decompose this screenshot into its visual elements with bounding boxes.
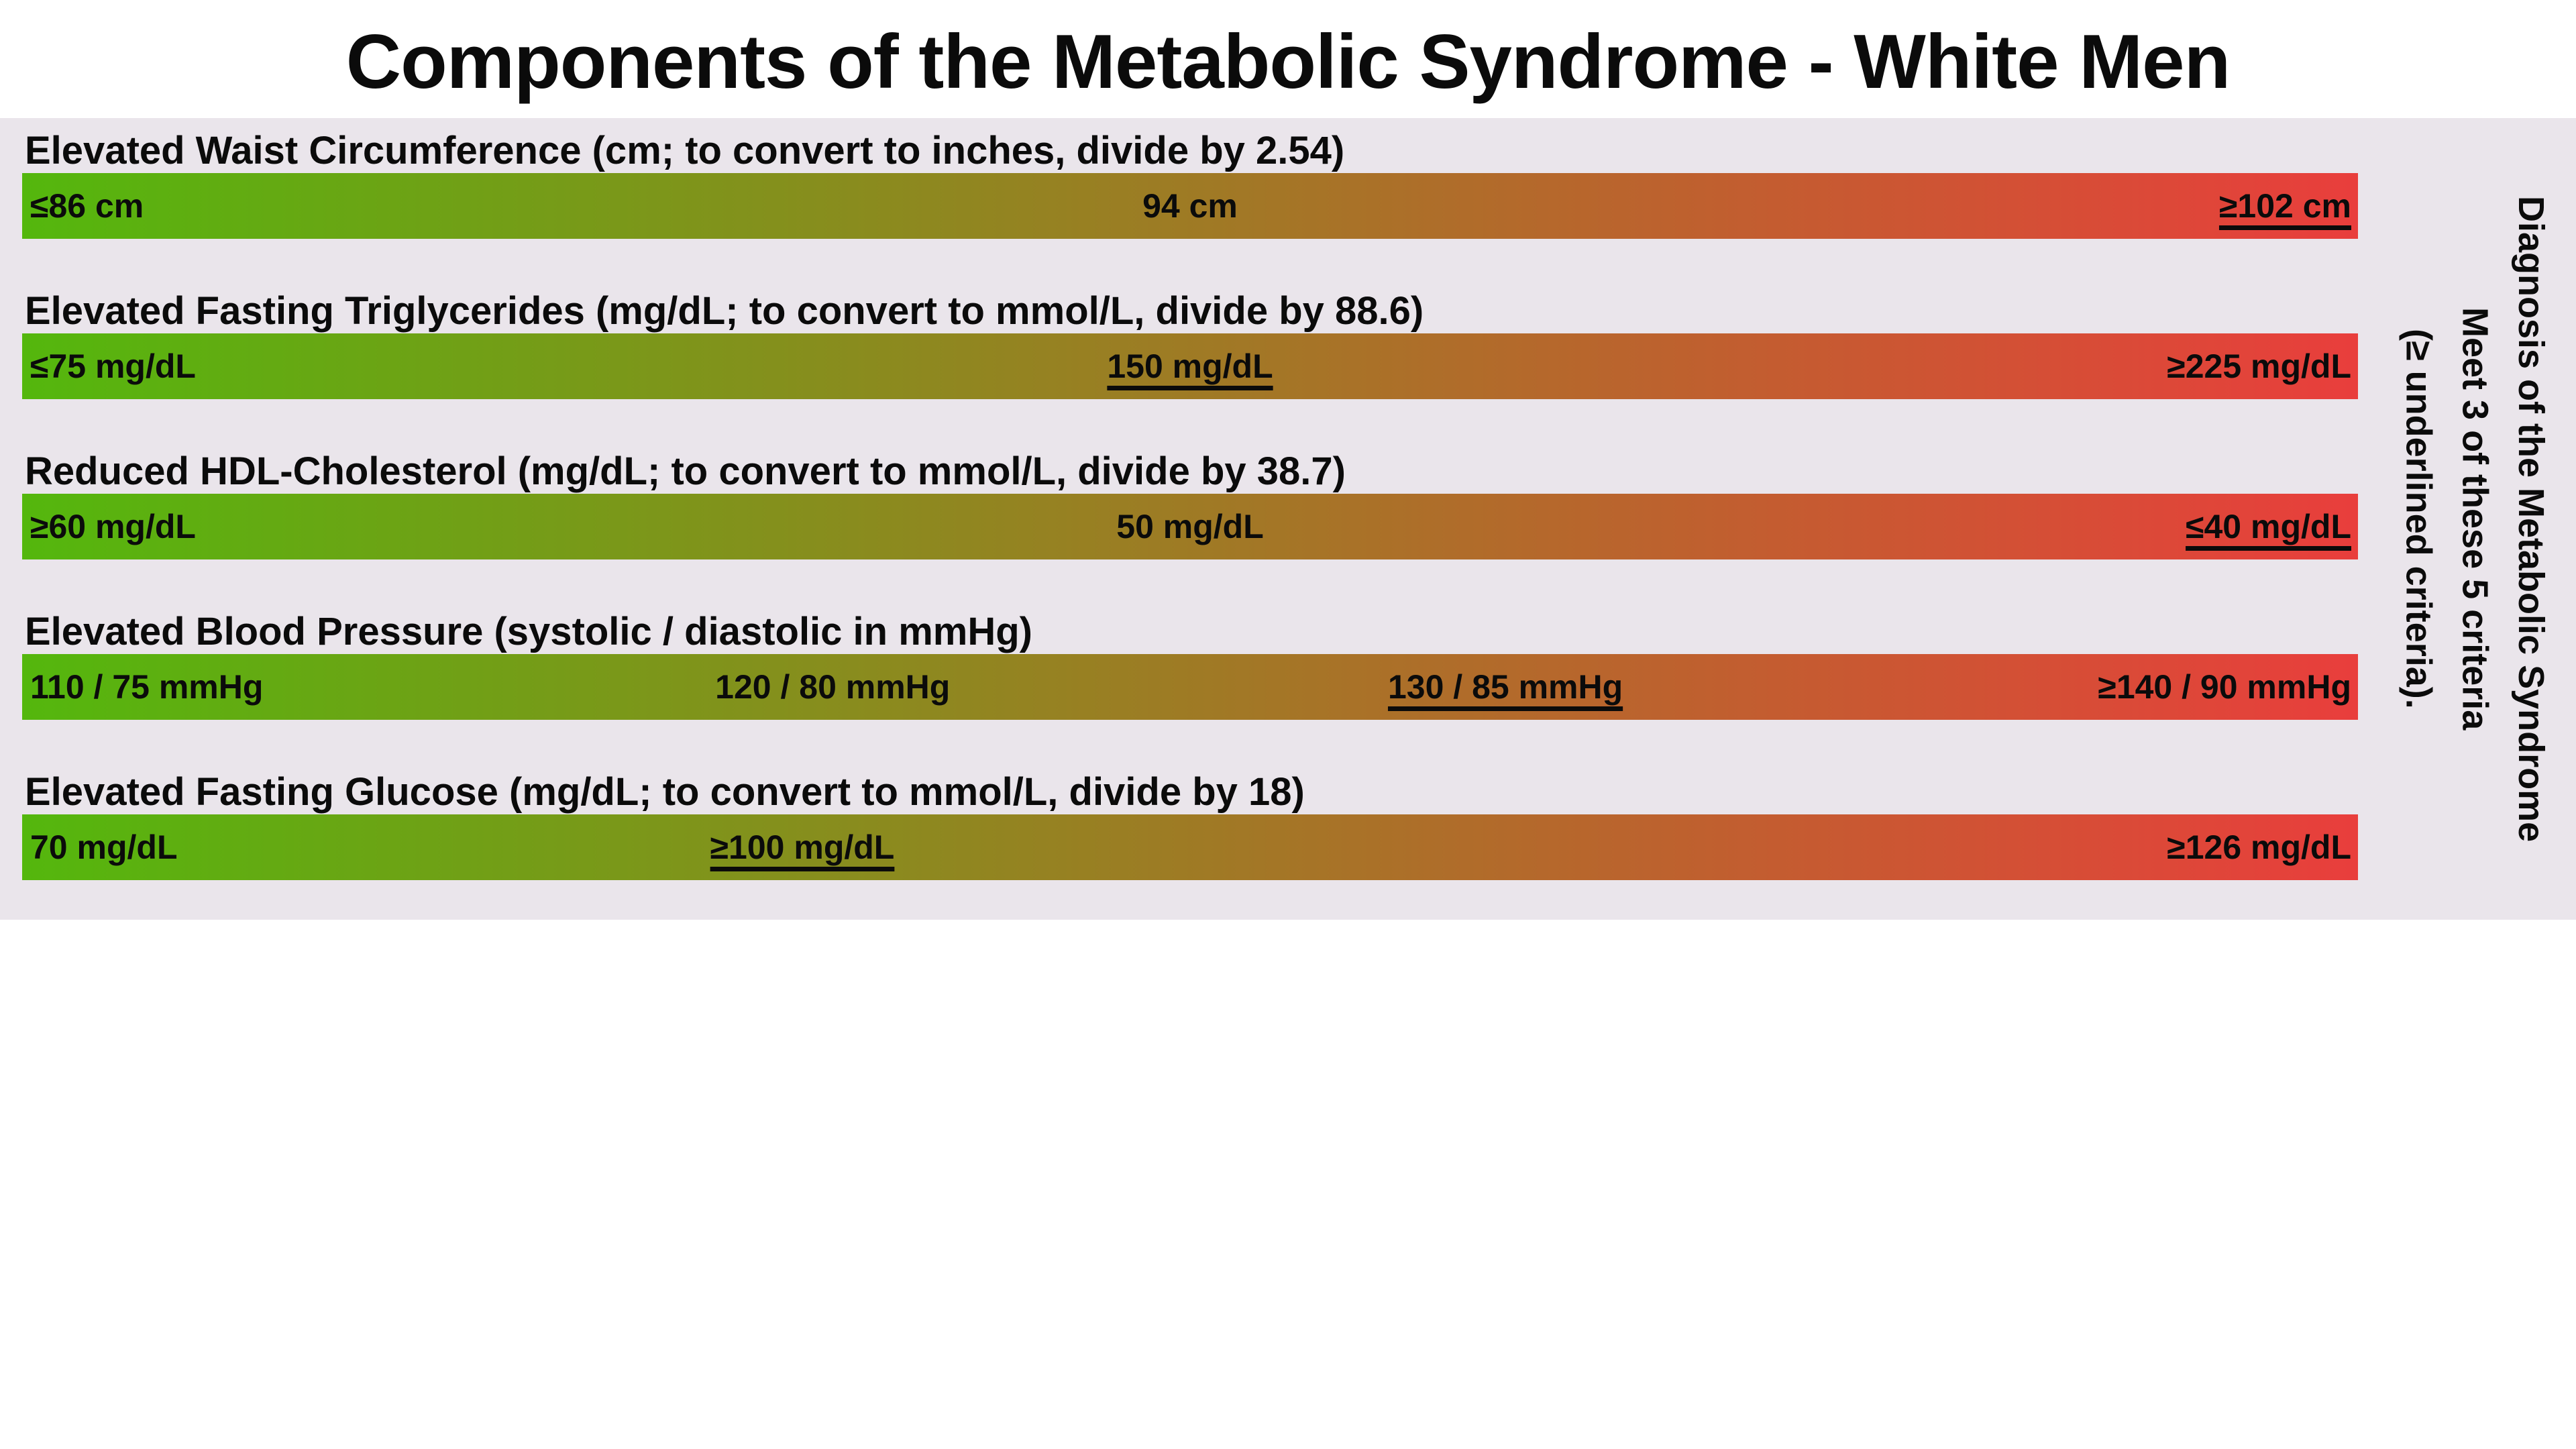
gradient-scale-bar: 110 / 75 mmHg 120 / 80 mmHg 130 / 85 mmH… bbox=[22, 654, 2358, 720]
bar-label-mid: 120 / 80 mmHg bbox=[715, 668, 951, 706]
bar-label-mid: 50 mg/dL bbox=[1116, 508, 1264, 545]
criterion-header: Elevated Fasting Glucose (mg/dL; to conv… bbox=[25, 770, 1305, 814]
criterion-row-glucose: Elevated Fasting Glucose (mg/dL; to conv… bbox=[22, 770, 2358, 880]
bar-label-right: ≥126 mg/dL bbox=[2167, 828, 2351, 866]
bar-label-left: ≤86 cm bbox=[30, 187, 144, 225]
criterion-header: Reduced HDL-Cholesterol (mg/dL; to conve… bbox=[25, 449, 1346, 493]
bar-label-mid: 94 cm bbox=[1142, 187, 1238, 225]
diagnosis-note-line-2: Meet 3 of these 5 criteria bbox=[2455, 307, 2496, 731]
gradient-scale-bar: 70 mg/dL ≥100 mg/dL ≥126 mg/dL bbox=[22, 814, 2358, 880]
gradient-scale-bar: ≥60 mg/dL 50 mg/dL ≤40 mg/dL bbox=[22, 494, 2358, 559]
bar-label-right: ≤40 mg/dL bbox=[2186, 508, 2351, 545]
bar-label-right: ≥140 / 90 mmHg bbox=[2098, 668, 2351, 706]
page-title: Components of the Metabolic Syndrome - W… bbox=[345, 19, 2231, 105]
criterion-header: Elevated Blood Pressure (systolic / dias… bbox=[25, 610, 1032, 653]
criterion-row-blood-pressure: Elevated Blood Pressure (systolic / dias… bbox=[22, 610, 2358, 720]
gradient-scale-bar: ≤75 mg/dL 150 mg/dL ≥225 mg/dL bbox=[22, 333, 2358, 399]
gradient-scale-bar: ≤86 cm 94 cm ≥102 cm bbox=[22, 173, 2358, 239]
bar-label-mid: ≥100 mg/dL bbox=[710, 828, 895, 866]
bar-label-left: ≤75 mg/dL bbox=[30, 347, 196, 385]
bar-label-right: ≥102 cm bbox=[2218, 187, 2351, 225]
bar-label-left: 70 mg/dL bbox=[30, 828, 178, 866]
bar-label-right: ≥225 mg/dL bbox=[2167, 347, 2351, 385]
diagnosis-note-line-1: Diagnosis of the Metabolic Syndrome bbox=[2511, 195, 2551, 843]
bar-label-left: ≥60 mg/dL bbox=[30, 508, 196, 545]
criterion-row-hdl: Reduced HDL-Cholesterol (mg/dL; to conve… bbox=[22, 449, 2358, 559]
bar-label-left: 110 / 75 mmHg bbox=[30, 668, 264, 706]
criterion-row-waist: Elevated Waist Circumference (cm; to con… bbox=[22, 129, 2358, 239]
criteria-panel: Elevated Waist Circumference (cm; to con… bbox=[0, 118, 2576, 920]
bar-label-mid: 150 mg/dL bbox=[1107, 347, 1273, 385]
criterion-row-triglycerides: Elevated Fasting Triglycerides (mg/dL; t… bbox=[22, 289, 2358, 399]
bar-label-mid: 130 / 85 mmHg bbox=[1387, 668, 1623, 706]
diagnosis-note-line-3: (≥ underlined criteria). bbox=[2398, 329, 2439, 709]
diagnosis-note: Diagnosis of the Metabolic Syndrome Meet… bbox=[2390, 118, 2559, 920]
criterion-header: Elevated Waist Circumference (cm; to con… bbox=[25, 129, 1345, 172]
criterion-header: Elevated Fasting Triglycerides (mg/dL; t… bbox=[25, 289, 1424, 333]
